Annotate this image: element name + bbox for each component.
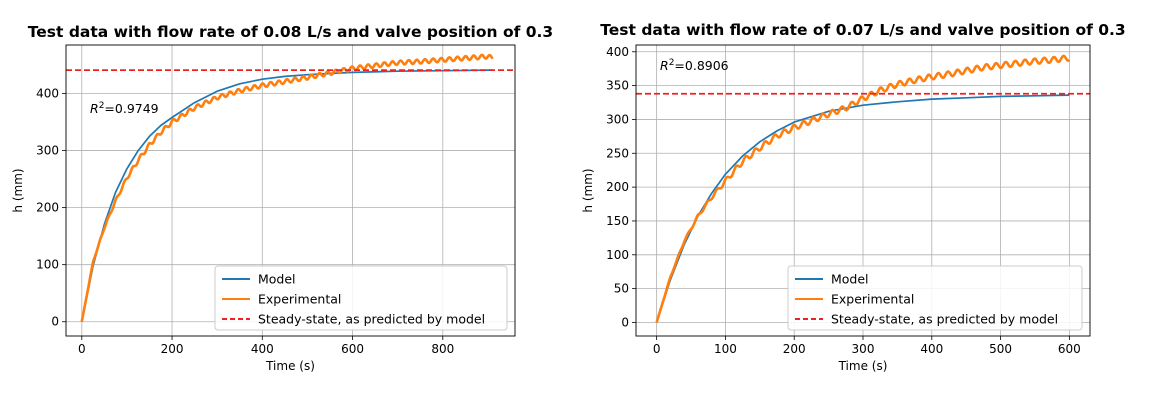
chart-panel-2: Test data with flow rate of 0.07 L/s and… <box>581 21 1126 373</box>
x-axis-label: Time (s) <box>838 359 888 373</box>
y-axis-label: h (mm) <box>581 168 595 212</box>
x-tick-label: 200 <box>161 342 184 356</box>
legend-label: Model <box>258 272 296 287</box>
y-axis-label: h (mm) <box>11 168 25 212</box>
legend-label: Experimental <box>258 292 341 307</box>
chart-title: Test data with flow rate of 0.07 L/s and… <box>600 21 1125 39</box>
legend-label: Experimental <box>831 292 914 307</box>
y-tick-label: 50 <box>614 282 629 296</box>
r-squared-annotation: R2=0.9749 <box>90 101 159 116</box>
legend-label: Model <box>831 272 869 287</box>
r-squared-annotation: R2=0.8906 <box>660 58 729 73</box>
r-squared-superscript: 2 <box>99 101 105 111</box>
x-tick-label: 600 <box>341 342 364 356</box>
legend-label: Steady-state, as predicted by model <box>258 312 485 327</box>
y-tick-label: 400 <box>36 87 59 101</box>
r-squared-value: =0.9749 <box>104 101 158 116</box>
legend-label: Steady-state, as predicted by model <box>831 312 1058 327</box>
y-tick-label: 400 <box>606 45 629 59</box>
y-tick-label: 200 <box>36 201 59 215</box>
axes-frame <box>635 44 1091 337</box>
y-tick-label: 100 <box>36 258 59 272</box>
chart-panel-1: Test data with flow rate of 0.08 L/s and… <box>11 23 553 373</box>
series-group <box>636 54 1090 323</box>
chart-title: Test data with flow rate of 0.08 L/s and… <box>28 23 553 41</box>
legend-box <box>214 265 508 331</box>
axes-frame <box>65 44 516 337</box>
x-tick-label: 400 <box>251 342 274 356</box>
y-tick-label: 300 <box>36 144 59 158</box>
x-tick-label: 100 <box>714 342 737 356</box>
y-tick-label: 100 <box>606 248 629 262</box>
x-tick-label: 800 <box>431 342 454 356</box>
legend: Model Experimental Steady-state, as predic… <box>787 265 1083 331</box>
y-tick-label: 0 <box>51 315 59 329</box>
r-squared-symbol: R <box>660 58 669 73</box>
series-line-experimental <box>655 54 1071 323</box>
y-tick-label: 150 <box>606 214 629 228</box>
x-tick-label: 300 <box>852 342 875 356</box>
y-tick-label: 0 <box>621 315 629 329</box>
x-tick-label: 600 <box>1058 342 1081 356</box>
y-tick-label: 350 <box>606 79 629 93</box>
y-tick-label: 200 <box>606 180 629 194</box>
x-axis-label: Time (s) <box>265 359 315 373</box>
legend: Model Experimental Steady-state, as predic… <box>214 265 508 331</box>
x-tick-label: 400 <box>920 342 943 356</box>
r-squared-value: =0.8906 <box>674 58 728 73</box>
y-tick-label: 300 <box>606 112 629 126</box>
series-line-model <box>80 69 493 322</box>
y-tick-label: 250 <box>606 146 629 160</box>
x-tick-label: 0 <box>78 342 86 356</box>
legend-box <box>787 265 1083 331</box>
series-line-experimental <box>80 53 494 322</box>
series-group <box>66 53 515 322</box>
x-tick-label: 0 <box>653 342 661 356</box>
x-tick-label: 500 <box>989 342 1012 356</box>
r-squared-symbol: R <box>90 101 99 116</box>
x-tick-label: 200 <box>783 342 806 356</box>
r-squared-superscript: 2 <box>669 58 675 68</box>
